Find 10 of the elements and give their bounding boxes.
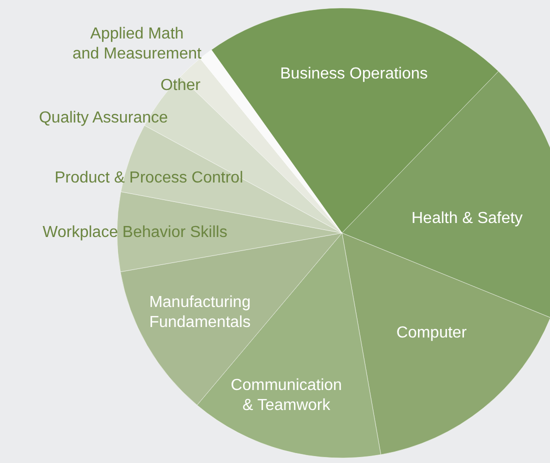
slice-label: Workplace Behavior Skills [42, 224, 228, 241]
slice-label: Applied Math and Measurement [72, 26, 202, 63]
slice-label: Business Operations [280, 65, 428, 82]
slice-label: Other [160, 77, 202, 94]
slice-label: Communication & Teamwork [230, 377, 342, 414]
slice-label: Product & Process Control [54, 169, 244, 186]
slice-label: Quality Assurance [38, 110, 168, 127]
slice-label: Manufacturing Fundamentals [149, 294, 251, 332]
slice-label: Computer [396, 324, 468, 342]
slice-label: Health & Safety [411, 210, 523, 227]
